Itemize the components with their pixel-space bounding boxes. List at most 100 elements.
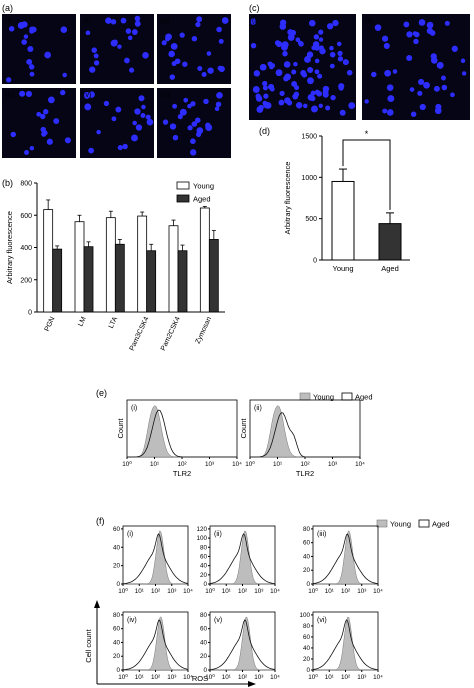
x-arrow-head <box>248 681 256 687</box>
nucleus <box>5 77 12 83</box>
nucleus <box>460 58 466 64</box>
nucleus <box>329 63 335 69</box>
nucleus <box>169 74 176 80</box>
x-tick-label: 10⁰ <box>122 461 132 468</box>
panel-label: (i) <box>127 531 133 538</box>
bar-aged <box>83 246 94 313</box>
histogram-e-2: (ii) 10⁰ 10¹ 10² 10³ 10⁴ <box>245 399 365 468</box>
y-tick-label: 0 <box>116 667 120 674</box>
significance-bracket <box>342 139 391 210</box>
nucleus <box>19 90 26 97</box>
aged-histogram <box>122 533 189 585</box>
histogram-f-1: (i) 10⁰ 10¹ 10² 10³ 10⁴ 0 20 40 60 <box>113 525 193 595</box>
x-tick-label: 10⁴ <box>232 461 242 468</box>
nucleus <box>318 37 324 42</box>
y-tick-label: 500 <box>305 216 317 223</box>
aged-histogram <box>127 409 237 458</box>
y-tick-label: 200 <box>20 277 32 284</box>
nucleus <box>330 94 336 101</box>
nucleus <box>195 117 201 123</box>
y-tick-label: 80 <box>200 544 208 551</box>
x-tick-label: Young <box>333 264 354 273</box>
nucleus <box>85 30 91 36</box>
x-tick-label: 10¹ <box>325 588 334 595</box>
nucleus <box>141 104 146 110</box>
panel-label: (vi) <box>317 617 327 624</box>
y-tick-label: 0 <box>313 258 317 265</box>
nucleus <box>145 114 151 120</box>
bar-chart-b: 0 200 400 600 800 Arbitrary fluorescence PGN LM… <box>5 181 225 352</box>
y-tick-label: 20 <box>303 567 311 574</box>
nucleus <box>291 81 298 87</box>
x-tick-label: 10³ <box>167 674 176 681</box>
y-tick-label: 60 <box>303 634 311 641</box>
nucleus <box>252 86 260 93</box>
x-tick-label: 10¹ <box>325 674 334 681</box>
nucleus <box>318 29 324 35</box>
histograms-f: Young Aged (i) 10⁰ 10¹ 10² 10³ 10⁴ 0 20 40 60 (ii) 10… <box>84 520 450 687</box>
panel-label-c: (c) <box>249 3 260 13</box>
nucleus <box>134 108 141 115</box>
bar-aged <box>114 243 125 313</box>
nucleus <box>189 149 197 156</box>
nucleus <box>413 31 420 38</box>
nucleus <box>187 125 193 131</box>
nucleus <box>444 20 450 26</box>
nucleus <box>392 69 398 74</box>
y-tick-label: 60 <box>113 626 121 633</box>
young-histogram <box>127 405 237 458</box>
y-tick-label: 120 <box>196 526 207 533</box>
nucleus <box>419 103 426 111</box>
nucleus <box>250 42 257 49</box>
x-tick-label: 10³ <box>357 588 366 595</box>
nucleus <box>337 56 344 62</box>
nucleus <box>190 138 196 145</box>
nucleus <box>338 85 344 91</box>
nucleus <box>8 26 15 32</box>
nucleus <box>275 69 283 77</box>
nucleus <box>329 45 334 51</box>
nucleus <box>262 80 268 87</box>
nucleus <box>314 58 320 64</box>
panel-label-e: (e) <box>96 388 107 398</box>
legend-label: Aged <box>193 195 211 204</box>
nucleus <box>221 17 229 24</box>
legend-label: Young <box>390 520 411 529</box>
nucleus <box>91 47 98 53</box>
nucleus <box>346 69 353 76</box>
panel-label: (ii) <box>214 531 222 538</box>
x-tick-label: 10⁰ <box>308 674 318 681</box>
nucleus <box>125 28 132 34</box>
nucleus <box>117 145 123 151</box>
aged-histogram <box>312 619 379 670</box>
nucleus <box>183 97 189 103</box>
panel-label: (iii) <box>317 531 326 538</box>
nucleus <box>64 137 71 144</box>
micrograph-a-1: (i) <box>2 14 76 84</box>
plot-frame <box>249 399 361 458</box>
x-tick-label: 10⁰ <box>205 674 215 681</box>
nucleus <box>387 95 395 103</box>
x-tick-label: 10³ <box>254 674 263 681</box>
y-axis-label: Count <box>239 418 248 439</box>
nucleus <box>60 26 68 33</box>
nucleus <box>25 90 33 98</box>
nucleus <box>384 69 392 77</box>
nucleus <box>309 19 316 27</box>
y-tick-label: 40 <box>113 544 121 551</box>
nucleus <box>311 106 317 113</box>
x-tick-label: 10⁰ <box>205 588 215 595</box>
y-tick-label: 60 <box>113 526 121 533</box>
micrograph-a-5: (v) <box>80 88 154 158</box>
nucleus <box>40 113 46 120</box>
histogram-e-1: (i) 10⁰ 10¹ 10² 10³ 10⁴ <box>122 399 242 468</box>
nucleus <box>96 129 101 135</box>
y-arrow-head <box>94 600 100 608</box>
x-tick-label: 10⁰ <box>245 461 255 468</box>
nucleus <box>410 111 417 117</box>
nucleus <box>441 75 446 81</box>
nucleus <box>267 83 275 90</box>
nucleus <box>60 89 66 96</box>
nucleus <box>134 15 141 22</box>
nucleus <box>300 69 307 77</box>
